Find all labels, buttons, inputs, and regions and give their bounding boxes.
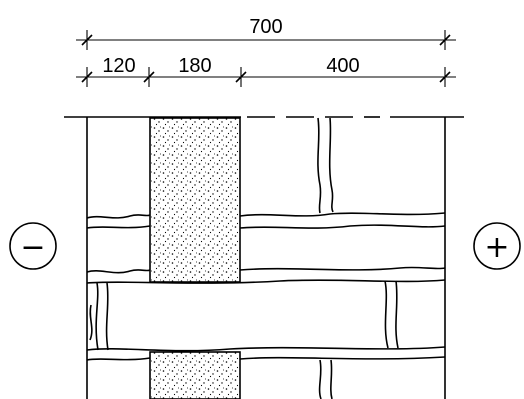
head-joints <box>89 117 399 399</box>
dimension-segment-2: 180 <box>178 55 211 77</box>
dimension-segment-3: 400 <box>326 55 359 77</box>
plus-sign: + <box>484 230 509 265</box>
minus-sign-symbol: − <box>9 222 57 270</box>
dimension-total: 700 <box>249 16 282 38</box>
segment-dimensions: 120 180 400 <box>76 55 456 87</box>
brick-courses <box>86 212 446 361</box>
overall-dimension: 700 <box>76 16 456 50</box>
plus-sign-symbol: + <box>473 222 521 270</box>
insulation-layer <box>149 117 241 399</box>
wall-faces <box>86 117 446 399</box>
minus-sign: − <box>20 230 45 265</box>
dimension-segment-1: 120 <box>102 55 135 77</box>
